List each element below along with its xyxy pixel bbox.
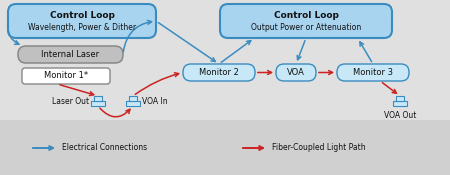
FancyBboxPatch shape bbox=[220, 4, 392, 38]
FancyBboxPatch shape bbox=[22, 68, 110, 84]
Text: Internal Laser: Internal Laser bbox=[41, 50, 99, 59]
Bar bbox=[91, 100, 105, 106]
FancyBboxPatch shape bbox=[8, 4, 156, 38]
Text: Fiber-Coupled Light Path: Fiber-Coupled Light Path bbox=[272, 144, 365, 152]
Text: Monitor 2: Monitor 2 bbox=[199, 68, 239, 77]
Bar bbox=[0, 0, 450, 120]
Text: Monitor 3: Monitor 3 bbox=[353, 68, 393, 77]
Text: Output Power or Attenuation: Output Power or Attenuation bbox=[251, 23, 361, 32]
Bar bbox=[94, 96, 102, 100]
Text: Laser Out: Laser Out bbox=[52, 96, 89, 106]
Bar bbox=[129, 96, 137, 100]
Bar bbox=[0, 120, 450, 175]
Text: Control Loop: Control Loop bbox=[50, 10, 114, 19]
Bar bbox=[126, 100, 140, 106]
Bar bbox=[396, 96, 404, 100]
Text: VOA Out: VOA Out bbox=[384, 111, 416, 120]
Text: VOA In: VOA In bbox=[142, 96, 167, 106]
Text: Wavelength, Power & Dither: Wavelength, Power & Dither bbox=[28, 23, 136, 32]
Text: Control Loop: Control Loop bbox=[274, 10, 338, 19]
Text: Electrical Connections: Electrical Connections bbox=[62, 144, 147, 152]
Text: Monitor 1*: Monitor 1* bbox=[44, 72, 88, 80]
Bar bbox=[393, 100, 407, 106]
FancyBboxPatch shape bbox=[276, 64, 316, 81]
FancyBboxPatch shape bbox=[18, 46, 123, 63]
Text: VOA: VOA bbox=[287, 68, 305, 77]
FancyBboxPatch shape bbox=[183, 64, 255, 81]
FancyBboxPatch shape bbox=[337, 64, 409, 81]
